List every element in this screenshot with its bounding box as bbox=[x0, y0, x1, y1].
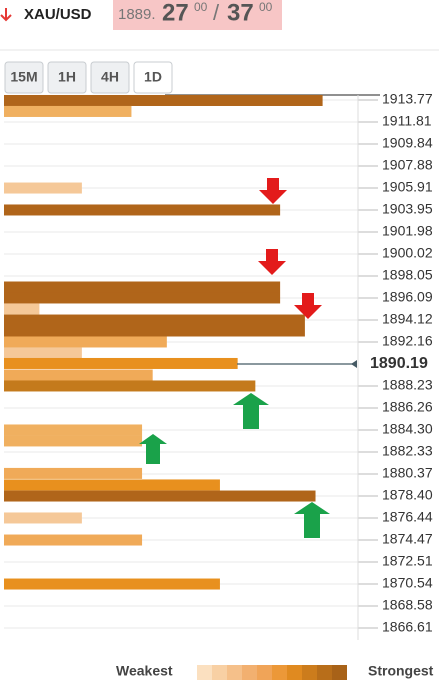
bar bbox=[4, 512, 82, 524]
bar bbox=[4, 204, 281, 216]
up-arrow bbox=[294, 502, 330, 538]
current-price-marker bbox=[351, 360, 357, 369]
y-tick-label: 1884.30 bbox=[382, 421, 433, 437]
bar bbox=[4, 467, 143, 479]
bar bbox=[4, 303, 40, 315]
arrows bbox=[139, 178, 330, 538]
bid-pips: 27 bbox=[162, 0, 189, 26]
up-arrow bbox=[139, 434, 167, 464]
legend-swatch bbox=[302, 665, 317, 680]
bar bbox=[4, 479, 220, 491]
y-tick-label: 1866.61 bbox=[382, 619, 433, 635]
bar bbox=[4, 435, 143, 447]
y-tick-label: 1878.40 bbox=[382, 487, 433, 503]
legend-swatch bbox=[287, 665, 302, 680]
y-tick-label: 1892.16 bbox=[382, 333, 433, 349]
tab-label[interactable]: 1D bbox=[144, 69, 162, 85]
trend-arrow bbox=[0, 8, 12, 22]
legend-swatch bbox=[272, 665, 287, 680]
legend-swatch bbox=[257, 665, 272, 680]
bar bbox=[4, 292, 281, 304]
legend-swatch bbox=[197, 665, 212, 680]
y-tick-label: 1909.84 bbox=[382, 135, 433, 151]
y-tick-label: 1896.09 bbox=[382, 289, 433, 305]
y-tick-label: 1874.47 bbox=[382, 531, 433, 547]
up-arrow bbox=[233, 393, 269, 429]
legend-swatch bbox=[317, 665, 332, 680]
separator: / bbox=[213, 0, 220, 25]
y-tick-label: 1901.98 bbox=[382, 223, 433, 239]
legend-swatch bbox=[242, 665, 257, 680]
bar bbox=[4, 336, 167, 348]
bar bbox=[4, 94, 323, 106]
tab[interactable] bbox=[47, 61, 87, 94]
y-tick-label: 1894.12 bbox=[382, 311, 433, 327]
tabs: 15M 1H 4H 1D bbox=[4, 61, 173, 94]
ask-pips: 37 bbox=[227, 0, 254, 26]
legend: Weakest Strongest bbox=[116, 663, 434, 680]
y-tick-label: 1888.23 bbox=[382, 377, 433, 393]
bar bbox=[4, 105, 132, 117]
tab[interactable] bbox=[4, 61, 44, 94]
current-price-label: 1890.19 bbox=[370, 355, 428, 372]
y-tick-label: 1898.05 bbox=[382, 267, 433, 283]
bar bbox=[4, 325, 305, 337]
symbol: XAU/USD bbox=[24, 6, 92, 23]
tab-label[interactable]: 4H bbox=[101, 69, 119, 85]
down-arrow bbox=[259, 178, 287, 204]
price-box bbox=[113, 0, 282, 30]
bar bbox=[4, 534, 143, 546]
y-tick-label: 1872.51 bbox=[382, 553, 433, 569]
bid-big: 1889. bbox=[118, 6, 156, 23]
down-arrow bbox=[294, 293, 322, 319]
y-tick-label: 1905.91 bbox=[382, 179, 433, 195]
legend-weakest: Weakest bbox=[116, 663, 173, 679]
bar bbox=[4, 347, 82, 359]
bar bbox=[4, 380, 256, 392]
legend-swatch bbox=[227, 665, 242, 680]
plot: 1913.77 1911.81 1909.84 1907.88 1905.91 1903.… bbox=[4, 91, 433, 640]
y-tick-label: 1882.33 bbox=[382, 443, 433, 459]
bar bbox=[4, 424, 143, 436]
y-tick-label: 1913.77 bbox=[382, 91, 433, 107]
y-tick-label: 1880.37 bbox=[382, 465, 433, 481]
bid-frac: 00 bbox=[194, 0, 208, 14]
y-tick-label: 1870.54 bbox=[382, 575, 433, 591]
tab-label[interactable]: 1H bbox=[58, 69, 76, 85]
y-tick-label: 1886.26 bbox=[382, 399, 433, 415]
bar bbox=[4, 314, 305, 326]
legend-strongest: Strongest bbox=[368, 663, 434, 679]
tab[interactable] bbox=[133, 61, 173, 94]
ask-frac: 00 bbox=[259, 0, 273, 14]
bar bbox=[4, 182, 82, 194]
legend-swatch bbox=[332, 665, 347, 680]
bar bbox=[4, 357, 238, 369]
y-tick-label: 1876.44 bbox=[382, 509, 433, 525]
bar bbox=[4, 281, 281, 293]
y-tick-label: 1868.58 bbox=[382, 597, 433, 613]
bar bbox=[4, 578, 220, 590]
bar bbox=[4, 369, 153, 381]
legend-swatch bbox=[212, 665, 227, 680]
tab-label[interactable]: 15M bbox=[10, 69, 37, 85]
down-arrow bbox=[258, 249, 286, 275]
bar bbox=[4, 490, 316, 502]
y-tick-label: 1903.95 bbox=[382, 201, 433, 217]
y-tick-label: 1907.88 bbox=[382, 157, 433, 173]
y-tick-label: 1900.02 bbox=[382, 245, 433, 261]
y-tick-label: 1911.81 bbox=[382, 113, 432, 129]
tab[interactable] bbox=[90, 61, 130, 94]
